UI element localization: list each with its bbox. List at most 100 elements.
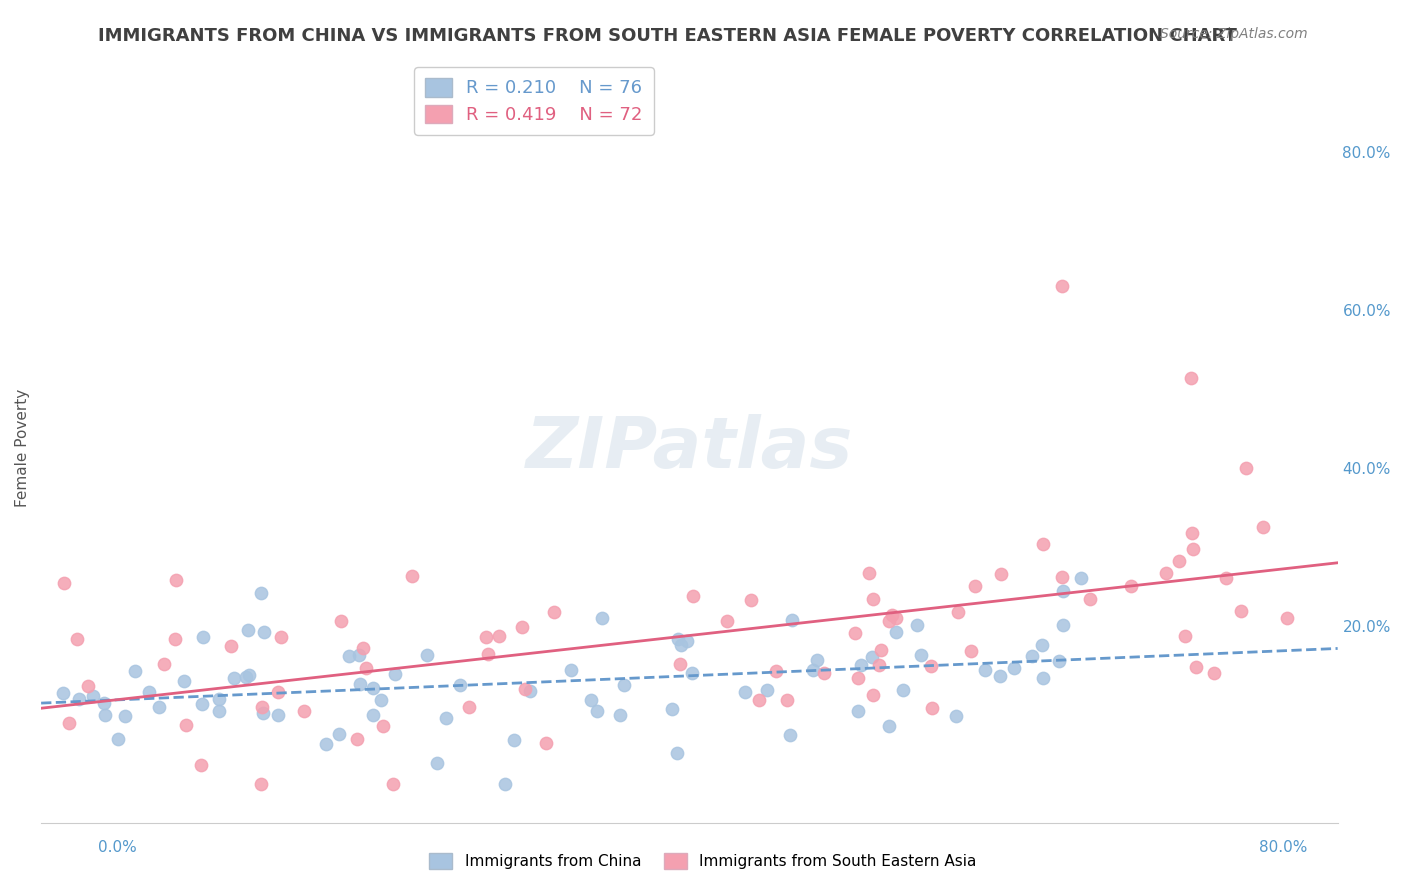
Point <box>920 658 942 673</box>
Point <box>560 663 582 677</box>
Point <box>208 692 231 706</box>
Point <box>94 708 117 723</box>
Point <box>77 679 100 693</box>
Point <box>1021 648 1043 663</box>
Point <box>1047 654 1070 668</box>
Point <box>329 614 352 628</box>
Point <box>1215 571 1237 585</box>
Point <box>1184 660 1206 674</box>
Point <box>1052 618 1074 632</box>
Point <box>502 733 524 747</box>
Point <box>434 711 457 725</box>
Point <box>765 665 787 679</box>
Point <box>959 644 981 658</box>
Point <box>1234 461 1257 475</box>
Point <box>361 681 384 696</box>
Point <box>138 684 160 698</box>
Point <box>543 605 565 619</box>
Point <box>609 708 631 723</box>
Point <box>477 647 499 661</box>
Point <box>401 569 423 583</box>
Point <box>328 727 350 741</box>
Point <box>1050 570 1073 584</box>
Point <box>1202 665 1225 680</box>
Point <box>1031 639 1053 653</box>
Point <box>236 623 259 637</box>
Point <box>813 665 835 680</box>
Point <box>494 777 516 791</box>
Point <box>1180 526 1202 541</box>
Point <box>734 684 756 698</box>
Point <box>779 728 801 742</box>
Point <box>716 614 738 628</box>
Point <box>1156 566 1178 580</box>
Y-axis label: Female Poverty: Female Poverty <box>15 389 30 508</box>
Point <box>346 732 368 747</box>
Point <box>990 669 1012 683</box>
Point <box>515 681 537 696</box>
Point <box>851 657 873 672</box>
Point <box>666 746 689 760</box>
Point <box>148 699 170 714</box>
Point <box>870 643 893 657</box>
Point <box>349 676 371 690</box>
Point <box>354 661 377 675</box>
Point <box>224 671 246 685</box>
Point <box>349 648 371 662</box>
Point <box>174 717 197 731</box>
Point <box>1070 571 1092 585</box>
Point <box>249 586 271 600</box>
Point <box>879 719 901 733</box>
Point <box>152 657 174 671</box>
Point <box>862 688 884 702</box>
Point <box>1080 591 1102 606</box>
Point <box>945 708 967 723</box>
Point <box>780 613 803 627</box>
Point <box>190 758 212 772</box>
Point <box>1032 537 1054 551</box>
Text: Source: ZipAtlas.com: Source: ZipAtlas.com <box>1160 27 1308 41</box>
Legend: Immigrants from China, Immigrants from South Eastern Asia: Immigrants from China, Immigrants from S… <box>423 847 983 875</box>
Point <box>579 693 602 707</box>
Point <box>868 657 890 672</box>
Point <box>844 626 866 640</box>
Point <box>381 777 404 791</box>
Point <box>173 674 195 689</box>
Point <box>250 700 273 714</box>
Point <box>373 719 395 733</box>
Point <box>681 666 703 681</box>
Point <box>669 638 692 652</box>
Point <box>249 777 271 791</box>
Point <box>806 653 828 667</box>
Point <box>666 632 689 646</box>
Point <box>510 620 533 634</box>
Point <box>1182 542 1205 557</box>
Point <box>676 633 699 648</box>
Point <box>860 650 883 665</box>
Point <box>884 611 907 625</box>
Point <box>884 625 907 640</box>
Point <box>238 668 260 682</box>
Point <box>370 693 392 707</box>
Point <box>740 593 762 607</box>
Point <box>1277 611 1299 625</box>
Point <box>1119 579 1142 593</box>
Point <box>990 566 1012 581</box>
Point <box>1230 604 1253 618</box>
Point <box>488 629 510 643</box>
Point <box>1167 554 1189 568</box>
Point <box>846 672 869 686</box>
Point <box>352 640 374 655</box>
Point <box>963 579 986 593</box>
Legend: R = 0.210    N = 76, R = 0.419    N = 72: R = 0.210 N = 76, R = 0.419 N = 72 <box>413 67 654 135</box>
Point <box>756 682 779 697</box>
Point <box>82 689 104 703</box>
Point <box>266 708 288 723</box>
Point <box>124 664 146 678</box>
Point <box>165 573 187 587</box>
Point <box>905 617 928 632</box>
Point <box>475 631 498 645</box>
Point <box>93 696 115 710</box>
Point <box>1052 583 1074 598</box>
Point <box>613 678 636 692</box>
